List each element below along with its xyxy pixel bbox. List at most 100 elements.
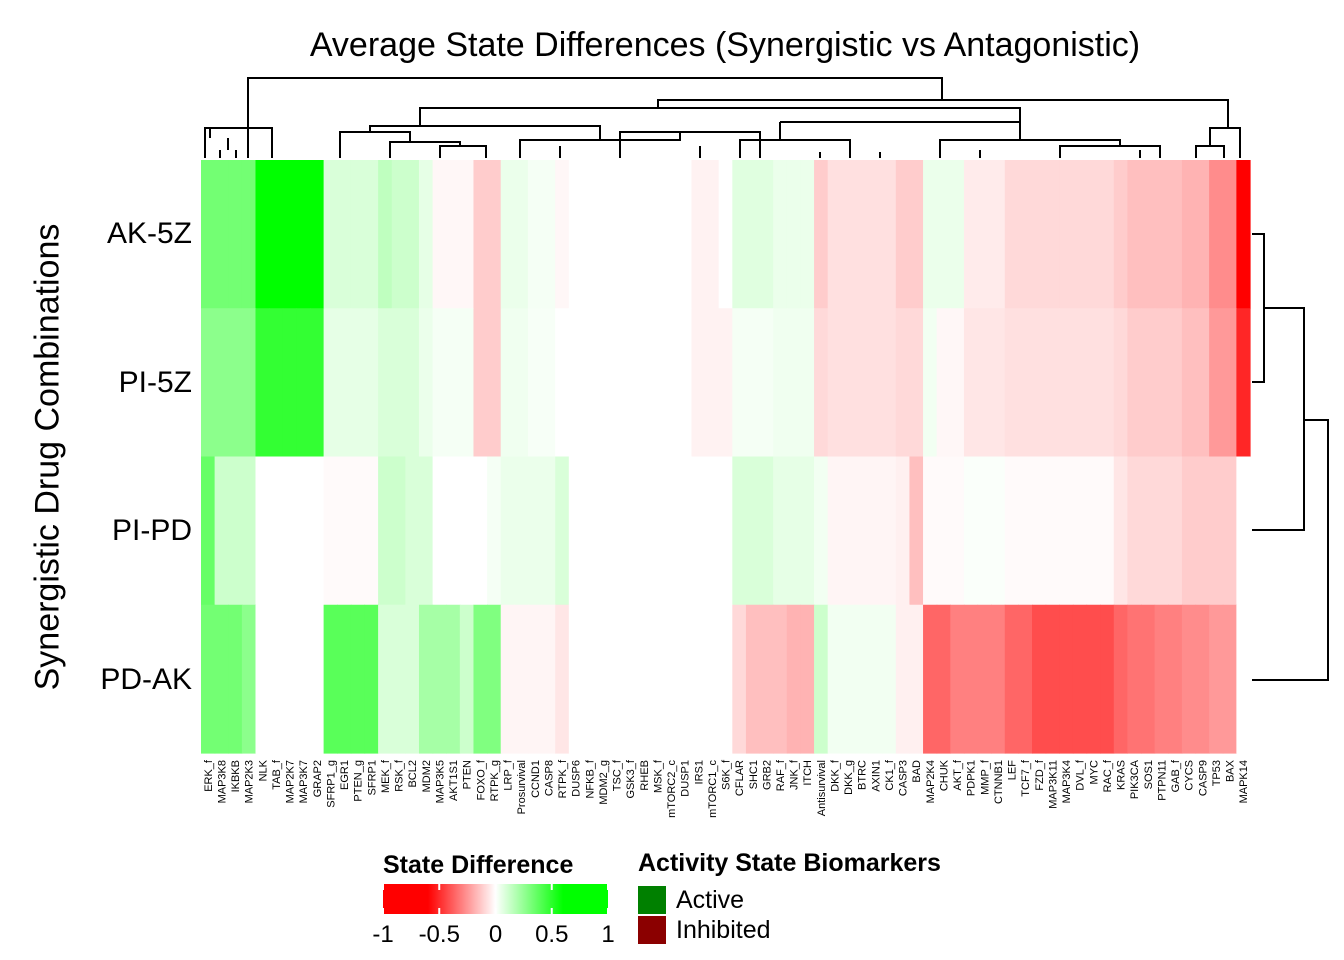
heatmap-cell-ak-5z-jnk-f: [786, 160, 802, 309]
heatmap-cell-pi-5z-map2k7: [282, 308, 297, 458]
legend-tick-label: 0: [489, 921, 502, 948]
heatmap-cell-ak-5z-map3k7: [296, 160, 311, 309]
heatmap-cell-pi-5z-mmp-f: [977, 308, 992, 458]
heatmap-cell-pi-5z-foxo-f: [473, 308, 488, 458]
heatmap-cell-ak-5z-grb2: [759, 160, 774, 309]
heatmap-cell-ak-5z-dkk-f: [827, 160, 842, 309]
heatmap-cell-ak-5z-antisurvival: [814, 160, 829, 309]
heatmap-cell-pd-ak-jnk-f: [786, 604, 802, 754]
heatmap-cell-pi-pd-akt1s1: [446, 456, 461, 606]
heatmap-cell-pi-5z-s6k-f: [718, 308, 733, 458]
legend-biomarkers-title: Activity State Biomarkers: [638, 849, 941, 877]
heatmap-cell-pi-pd-tcf7-f: [1018, 456, 1033, 606]
heatmap-cell-ak-5z-pik3ca: [1127, 160, 1142, 309]
heatmap-cell-pd-ak-dvl-f: [1072, 604, 1088, 754]
heatmap-cell-pi-5z-tsc-f: [609, 308, 624, 458]
heatmap-cell-pi-pd-btrc: [854, 456, 870, 606]
heatmap-cell-pd-ak-map2k7: [282, 604, 297, 754]
heatmap-cell-ak-5z-dusp1: [677, 160, 693, 309]
heatmap-cell-pd-ak-rsk-f: [391, 604, 406, 754]
heatmap-cell-pi-5z-akt1s1: [446, 308, 461, 458]
heatmap-cell-pd-ak-nlk: [255, 604, 270, 754]
heatmap-cell-pi-pd-dkk-g: [841, 456, 856, 606]
heatmap-cell-pi-5z-antisurvival: [814, 308, 829, 458]
heatmap-cell-pd-ak-mdm2: [418, 604, 434, 754]
heatmap-cell-pi-5z-rtpk-f: [555, 308, 570, 458]
heatmap-cell-pd-ak-btrc: [854, 604, 870, 754]
heatmap-cell-pd-ak-map3k5: [432, 604, 447, 754]
heatmap-cell-pi-pd-tp53: [1209, 456, 1224, 606]
column-label-erk-f: ERK_f: [203, 759, 215, 792]
heatmap-cell-ak-5z-rheb: [636, 160, 652, 309]
legend-state-title: State Difference: [383, 851, 573, 879]
heatmap-cell-pd-ak-raf-f: [773, 604, 788, 754]
heatmap-cell-pd-ak-irs1: [691, 604, 706, 754]
heatmap-cell-pi-5z-dkk-g: [841, 308, 856, 458]
heatmap-cell-pd-ak-mmp-f: [977, 604, 992, 754]
heatmap-cell-pi-pd-rtpk-g: [487, 456, 502, 606]
heatmap-cell-ak-5z-mek-f: [378, 160, 393, 309]
column-label-mek-f: MEK_f: [380, 759, 392, 793]
heatmap-cell-pi-5z-dvl-f: [1072, 308, 1088, 458]
heatmap-cell-pd-ak-tcf7-f: [1018, 604, 1033, 754]
column-label-dusp1: DUSP1: [680, 760, 692, 797]
heatmap-cell-pd-ak-pdpk1: [963, 604, 979, 754]
heatmap-cell-pd-ak-msk-f: [650, 604, 665, 754]
heatmap-cell-pd-ak-axin1: [868, 604, 883, 754]
heatmap-cell-ak-5z-prosurvival: [514, 160, 529, 309]
heatmap-cell-pi-5z-nfkb-f: [582, 308, 597, 458]
heatmap-cell-pi-pd-msk-f: [650, 456, 665, 606]
heatmap-cell-ak-5z-raf-f: [773, 160, 788, 309]
heatmap-cell-ak-5z-rtpk-g: [487, 160, 502, 309]
column-label-ptpn11: PTPN11: [1156, 760, 1168, 801]
heatmap-cell-ak-5z-fzd-f: [1032, 160, 1047, 309]
heatmap-cell-pi-pd-myc: [1086, 456, 1101, 606]
heatmap-cell-pi-pd-tab-f: [269, 456, 284, 606]
heatmap-cell-ak-5z-grap2: [309, 160, 325, 309]
heatmap-cell-pi-5z-casp8: [541, 308, 556, 458]
heatmap-cell-pd-ak-ikbkb: [228, 604, 243, 754]
heatmap-cell-pd-ak-ck1-f: [882, 604, 897, 754]
heatmap-cell-pi-pd-mek-f: [378, 456, 393, 606]
legend-state-difference: State Difference -1 -0.5 0 0.5 1: [372, 851, 614, 948]
heatmap-cell-pi-pd-antisurvival: [814, 456, 829, 606]
heatmap-cell-pd-ak-map3k8: [214, 604, 229, 754]
heatmap-cell-ak-5z-foxo-f: [473, 160, 488, 309]
column-label-dkk-g: DKK_g: [843, 760, 855, 795]
heatmap-cell-pd-ak-mek-f: [378, 604, 393, 754]
heatmap-cell-pd-ak-fzd-f: [1032, 604, 1047, 754]
heatmap-cell-pd-ak-map2k4: [923, 604, 938, 754]
heatmap-cell-ak-5z-rac-f: [1100, 160, 1115, 309]
heatmap-cell-ak-5z-mdm2-g: [596, 160, 611, 309]
legend-tick-marks: [382, 884, 609, 914]
heatmap-cell-ak-5z-lrp-f: [500, 160, 515, 309]
heatmap-cell-pd-ak-rheb: [636, 604, 652, 754]
column-label-s6k-f: S6K_f: [721, 759, 733, 790]
chart-title: Average State Differences (Synergistic v…: [309, 26, 1141, 64]
heatmap-cell-ak-5z-bcl2: [405, 160, 420, 309]
heatmap-cell-ak-5z-casp3: [895, 160, 911, 309]
heatmap-cell-pd-ak-ccnd1: [527, 604, 543, 754]
column-label-grb2: GRB2: [761, 760, 773, 790]
heatmap-cell-ak-5z-bad: [909, 160, 924, 309]
heatmap-cell-pd-ak-antisurvival: [814, 604, 829, 754]
heatmap-cell-pd-ak-cycs: [1181, 604, 1197, 754]
column-label-cycs: CYCS: [1184, 760, 1196, 791]
heatmap-cell-ak-5z-mdm2: [418, 160, 434, 309]
column-label-irs1: IRS1: [693, 760, 705, 784]
heatmap-cell-pi-pd-mdm2-g: [596, 456, 611, 606]
heatmap-cell-pi-5z-rtpk-g: [487, 308, 502, 458]
column-label-bcl2: BCL2: [407, 760, 419, 788]
heatmap-cell-ak-5z-tcf7-f: [1018, 160, 1033, 309]
column-label-grap2: GRAP2: [312, 760, 324, 797]
heatmap-cell-pd-ak-lrp-f: [500, 604, 515, 754]
column-label-axin1: AXIN1: [870, 760, 882, 792]
heatmap-cell-pi-pd-chuk: [936, 456, 951, 606]
heatmap-cell-pi-pd-cflar: [732, 456, 747, 606]
heatmap-cell-ak-5z-map2k4: [923, 160, 938, 309]
heatmap-cell-ak-5z-ck1-f: [882, 160, 897, 309]
column-label-rtpk-g: RTPK_g: [489, 760, 501, 801]
heatmap-cell-pi-5z-pten-g: [350, 308, 366, 458]
heatmap-cell-pd-ak-tp53: [1209, 604, 1224, 754]
heatmap-cell-pi-pd-mtorc1-c: [705, 456, 720, 606]
